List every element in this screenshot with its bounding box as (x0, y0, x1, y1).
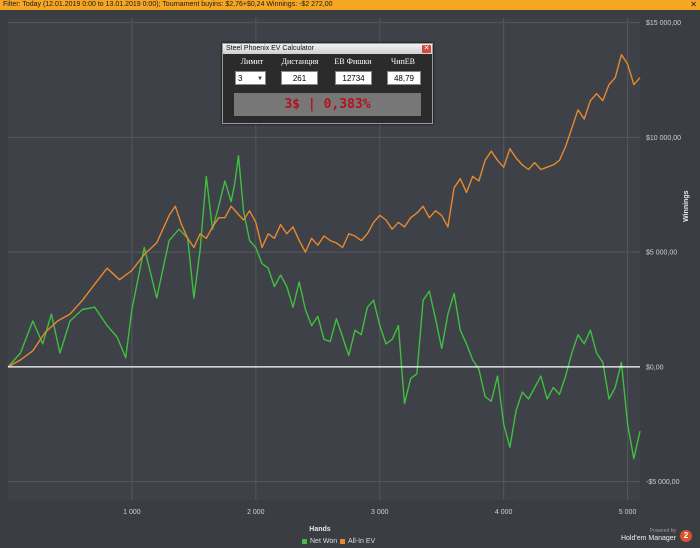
ev-chips-field[interactable]: 12734 (335, 71, 372, 85)
y-axis-title: Winnings (683, 190, 690, 222)
chip-ev-header: ЧипЕВ (391, 57, 415, 66)
distance-field[interactable]: 261 (281, 71, 318, 85)
y-tick-label: $5 000,00 (646, 250, 677, 257)
limit-select-value: 3 (238, 74, 243, 83)
ev-chips-header: ЕВ Фишки (334, 57, 372, 66)
filter-close-icon[interactable]: ✕ (690, 0, 697, 9)
limit-select[interactable]: 3 ▼ (235, 71, 266, 85)
series-line-net-won (7, 155, 641, 460)
holdem-manager-branding: Powered by Hold'em Manager 2 (620, 528, 692, 546)
y-tick-label: $15 000,00 (646, 20, 681, 27)
x-tick-label: 2 000 (247, 509, 265, 516)
legend-swatch-all-in-ev (340, 538, 345, 544)
x-tick-label: 5 000 (619, 509, 637, 516)
x-tick-label: 1 000 (123, 509, 141, 516)
x-tick-label: 4 000 (495, 509, 513, 516)
filter-text: Filter: Today (12.01.2019 0:00 to 13.01.… (3, 1, 333, 8)
ev-calculator-close-icon[interactable]: ✕ (422, 45, 431, 53)
y-tick-label: $10 000,00 (646, 135, 681, 142)
x-tick-label: 3 000 (371, 509, 389, 516)
legend-item-net-won[interactable]: Net Won (302, 536, 337, 548)
chevron-down-icon: ▼ (257, 76, 263, 82)
legend-label-all-in-ev: All-In EV (348, 538, 376, 545)
chart-legend: Net Won All-In EV (0, 536, 700, 548)
hm2-logo-icon: 2 (680, 530, 692, 542)
legend-item-all-in-ev[interactable]: All-In EV (340, 536, 375, 548)
ev-calculator-window[interactable]: Steel Phoenix EV Calculator ✕ Лимит Дист… (222, 43, 433, 124)
legend-swatch-net-won (302, 538, 307, 544)
legend-label-net-won: Net Won (310, 538, 338, 545)
distance-header: Дистанция (281, 57, 319, 66)
chip-ev-field[interactable]: 48,79 (387, 71, 421, 85)
ev-result-display: 3$ | 0,383% (234, 93, 421, 116)
y-tick-label: -$5 000,00 (646, 479, 680, 486)
x-axis-title: Hands (309, 526, 331, 533)
limit-header: Лимит (240, 57, 264, 66)
filter-bar: Filter: Today (12.01.2019 0:00 to 13.01.… (0, 0, 700, 10)
powered-by-text: Powered by (649, 528, 676, 534)
series-line-all-in-ev (7, 54, 641, 368)
y-tick-label: $0,00 (646, 364, 664, 371)
product-name: Hold'em Manager (620, 535, 676, 542)
ev-calculator-title[interactable]: Steel Phoenix EV Calculator (223, 44, 432, 54)
